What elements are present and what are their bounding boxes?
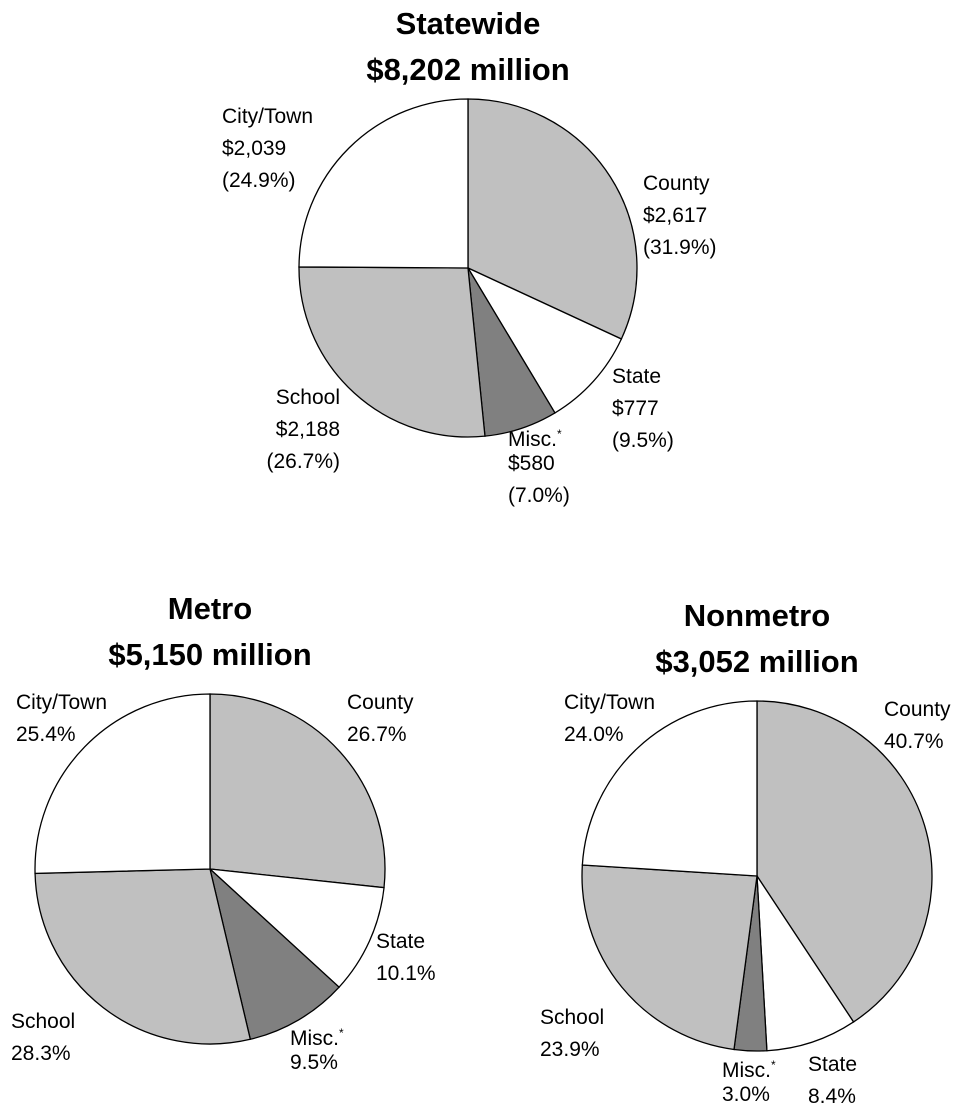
metro-pie-chart: Metro $5,150 million County 26.7% State 10.… bbox=[11, 591, 436, 1074]
statewide-label-county-name: County bbox=[643, 172, 710, 195]
statewide-pie-chart: Statewide $8,202 million County $2,617 (31… bbox=[222, 6, 717, 507]
statewide-label-school-name: School bbox=[276, 386, 340, 409]
statewide-slice-school bbox=[298, 266, 486, 438]
metro-slice-city-town bbox=[34, 693, 211, 875]
statewide-slice-city-town bbox=[298, 98, 469, 269]
statewide-label-misc-percent: (7.0%) bbox=[508, 484, 570, 507]
statewide-title: Statewide bbox=[396, 6, 541, 41]
metro-slice-state bbox=[208, 868, 385, 989]
statewide-label-school-percent: (26.7%) bbox=[266, 450, 340, 473]
nonmetro-pie-chart: Nonmetro $3,052 million County 40.7% State… bbox=[540, 598, 951, 1108]
nonmetro-label-state-percent: 8.4% bbox=[808, 1085, 856, 1108]
nonmetro-label-misc: Misc.* 3.0% bbox=[722, 1058, 776, 1106]
nonmetro-label-county-name: County bbox=[884, 698, 951, 721]
statewide-label-state-percent: (9.5%) bbox=[612, 429, 674, 452]
metro-title: Metro bbox=[168, 591, 252, 626]
nonmetro-label-county-percent: 40.7% bbox=[884, 730, 944, 753]
metro-label-state-percent: 10.1% bbox=[376, 962, 436, 985]
metro-label-state: State 10.1% bbox=[376, 930, 436, 985]
statewide-label-county: County $2,617 (31.9%) bbox=[643, 172, 717, 259]
nonmetro-label-misc-percent: 3.0% bbox=[722, 1083, 770, 1106]
statewide-label-county-amount: $2,617 bbox=[643, 204, 707, 227]
metro-label-misc-footnote: * bbox=[339, 1026, 344, 1040]
statewide-label-city-town-amount: $2,039 bbox=[222, 137, 286, 160]
statewide-label-state-amount: $777 bbox=[612, 397, 659, 420]
statewide-label-state-name: State bbox=[612, 365, 661, 388]
statewide-label-misc-name: Misc. bbox=[508, 428, 557, 451]
statewide-slice-state bbox=[466, 266, 623, 414]
statewide-slice-county bbox=[467, 98, 638, 340]
metro-label-county-percent: 26.7% bbox=[347, 723, 407, 746]
nonmetro-slices bbox=[581, 700, 933, 1052]
statewide-label-city-town: City/Town $2,039 (24.9%) bbox=[222, 105, 313, 192]
metro-label-state-name: State bbox=[376, 930, 425, 953]
nonmetro-label-state-name: State bbox=[808, 1053, 857, 1076]
nonmetro-label-school-percent: 23.9% bbox=[540, 1038, 600, 1061]
nonmetro-label-school-name: School bbox=[540, 1006, 604, 1029]
statewide-label-city-town-percent: (24.9%) bbox=[222, 169, 296, 192]
metro-label-county-name: County bbox=[347, 691, 414, 714]
nonmetro-label-misc-footnote: * bbox=[771, 1058, 776, 1072]
nonmetro-slice-school bbox=[581, 864, 758, 1051]
statewide-label-misc-footnote: * bbox=[557, 427, 562, 441]
nonmetro-label-city-town-name: City/Town bbox=[564, 691, 655, 714]
nonmetro-label-city-town: City/Town 24.0% bbox=[564, 691, 655, 746]
metro-label-county: County 26.7% bbox=[347, 691, 414, 746]
metro-slice-school bbox=[34, 868, 252, 1045]
metro-label-misc: Misc.* 9.5% bbox=[290, 1026, 344, 1074]
statewide-label-school: School $2,188 (26.7%) bbox=[266, 386, 340, 473]
statewide-label-state: State $777 (9.5%) bbox=[612, 365, 674, 452]
statewide-label-misc-amount: $580 bbox=[508, 452, 555, 475]
metro-label-school-percent: 28.3% bbox=[11, 1042, 71, 1065]
nonmetro-title: Nonmetro bbox=[684, 598, 830, 633]
statewide-label-misc: Misc.* $580 (7.0%) bbox=[508, 427, 570, 507]
nonmetro-label-city-town-percent: 24.0% bbox=[564, 723, 624, 746]
metro-label-misc-percent: 9.5% bbox=[290, 1051, 338, 1074]
nonmetro-label-misc-name: Misc. bbox=[722, 1059, 771, 1082]
statewide-slices bbox=[298, 98, 638, 438]
statewide-labels: County $2,617 (31.9%) State $777 (9.5%) Misc.*… bbox=[222, 105, 717, 507]
nonmetro-label-state: State 8.4% bbox=[808, 1053, 857, 1108]
statewide-label-county-percent: (31.9%) bbox=[643, 236, 717, 259]
metro-slices bbox=[34, 693, 386, 1045]
nonmetro-slice-city-town bbox=[581, 700, 758, 877]
nonmetro-subtitle: $3,052 million bbox=[655, 644, 858, 679]
nonmetro-label-school: School 23.9% bbox=[540, 1006, 604, 1061]
metro-label-city-town-percent: 25.4% bbox=[16, 723, 76, 746]
nonmetro-labels: County 40.7% State 8.4% Misc.* 3.0% School 23.9… bbox=[540, 691, 951, 1108]
metro-label-city-town: City/Town 25.4% bbox=[16, 691, 107, 746]
nonmetro-label-county: County 40.7% bbox=[884, 698, 951, 753]
metro-label-school: School 28.3% bbox=[11, 1010, 75, 1065]
statewide-label-city-town-name: City/Town bbox=[222, 105, 313, 128]
metro-label-city-town-name: City/Town bbox=[16, 691, 107, 714]
metro-subtitle: $5,150 million bbox=[108, 637, 311, 672]
metro-label-school-name: School bbox=[11, 1010, 75, 1033]
metro-slice-misc bbox=[208, 867, 340, 1041]
statewide-label-school-amount: $2,188 bbox=[276, 418, 340, 441]
metro-label-misc-name: Misc. bbox=[290, 1027, 339, 1050]
metro-slice-county bbox=[209, 693, 386, 889]
statewide-subtitle: $8,202 million bbox=[366, 52, 569, 87]
nonmetro-slice-state bbox=[756, 873, 855, 1052]
metro-labels: County 26.7% State 10.1% Misc.* 9.5% School 28.… bbox=[11, 691, 436, 1074]
